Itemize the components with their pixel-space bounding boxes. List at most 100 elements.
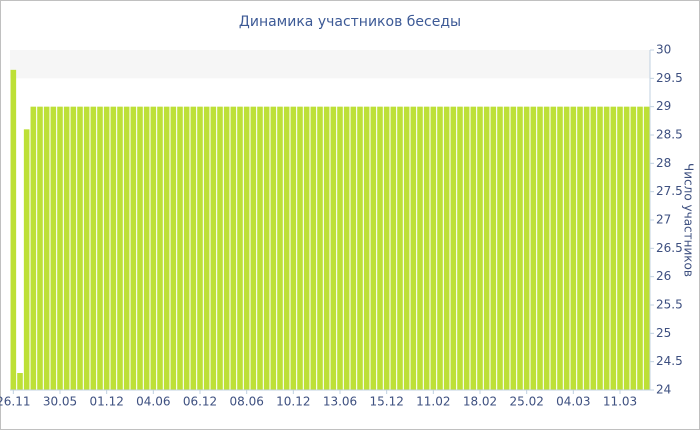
bar <box>550 106 557 391</box>
bar <box>337 106 343 391</box>
bar <box>370 106 377 391</box>
bar <box>403 106 410 391</box>
x-tick-label: 18.02 <box>463 395 497 409</box>
plot-band <box>10 50 650 79</box>
bar <box>170 106 177 391</box>
y-tick-label: 29 <box>656 99 671 113</box>
y-tick-label: 28 <box>656 156 671 170</box>
bar <box>343 106 350 391</box>
bar <box>177 106 183 391</box>
bar <box>537 106 543 391</box>
x-tick-label: 04.06 <box>136 395 170 409</box>
bar <box>110 106 117 391</box>
y-tick-label: 30 <box>656 43 671 57</box>
bar <box>470 106 477 391</box>
bar <box>603 106 610 391</box>
bar <box>117 106 123 391</box>
y-tick-label: 24 <box>656 383 671 397</box>
bar <box>150 106 157 391</box>
bar <box>90 106 97 391</box>
x-tick-label: 01.12 <box>89 395 123 409</box>
bar <box>77 106 83 391</box>
bar <box>243 106 250 391</box>
bar <box>410 106 417 391</box>
bar <box>317 106 323 391</box>
bar <box>203 106 210 391</box>
y-tick-label: 29.5 <box>656 71 683 85</box>
y-tick-label: 25 <box>656 326 671 340</box>
bar <box>570 106 577 391</box>
bar <box>457 106 463 391</box>
bar <box>330 106 337 391</box>
bar <box>143 106 150 391</box>
x-tick-label: 30.05 <box>43 395 77 409</box>
x-tick-label: 25.02 <box>509 395 543 409</box>
bar <box>230 106 237 391</box>
bar <box>443 106 450 391</box>
bar <box>43 106 50 391</box>
bar <box>30 106 37 391</box>
bar <box>283 106 290 391</box>
y-tick-label: 26.5 <box>656 241 683 255</box>
y-tick-label: 26 <box>656 269 671 283</box>
bar <box>477 106 483 391</box>
bar <box>417 106 423 391</box>
bar <box>130 106 137 391</box>
bar <box>483 106 490 391</box>
bar <box>643 106 650 391</box>
bar <box>583 106 590 391</box>
bar <box>490 106 497 391</box>
x-tick-label: 13.06 <box>323 395 357 409</box>
bar <box>423 106 430 391</box>
y-tick-label: 27 <box>656 213 671 227</box>
bar <box>290 106 297 391</box>
bar <box>577 106 583 391</box>
bar <box>190 106 197 391</box>
bar <box>10 69 17 390</box>
bar <box>183 106 190 391</box>
bar <box>17 373 23 390</box>
bar <box>597 106 603 391</box>
bar <box>437 106 443 391</box>
y-tick-label: 28.5 <box>656 128 683 142</box>
bar <box>563 106 570 391</box>
x-tick-label: 15.12 <box>369 395 403 409</box>
x-tick-label: 11.02 <box>416 395 450 409</box>
bar <box>123 106 130 391</box>
bar <box>103 106 110 391</box>
bar <box>57 106 63 391</box>
bar <box>217 106 223 391</box>
bar <box>377 106 383 391</box>
bar <box>430 106 437 391</box>
bar <box>157 106 163 391</box>
bar <box>297 106 303 391</box>
bar <box>530 106 537 391</box>
y-tick-label: 25.5 <box>656 298 683 312</box>
chart-title: Динамика участников беседы <box>239 14 461 30</box>
bar <box>503 106 510 391</box>
bar <box>70 106 77 391</box>
x-tick-label: 26.11 <box>0 395 31 409</box>
bar <box>637 106 643 391</box>
bar <box>270 106 277 391</box>
bar <box>277 106 283 391</box>
bar <box>223 106 230 391</box>
bar <box>630 106 637 391</box>
bar <box>463 106 470 391</box>
x-tick-label: 06.12 <box>183 395 217 409</box>
y-axis-label: Число участников <box>682 163 696 277</box>
bar <box>450 106 457 391</box>
y-tick-label: 27.5 <box>656 184 683 198</box>
bar <box>310 106 317 391</box>
bar <box>197 106 203 391</box>
bar <box>590 106 597 391</box>
bar <box>510 106 517 391</box>
bar <box>357 106 363 391</box>
bar <box>497 106 503 391</box>
bar <box>97 106 103 391</box>
bar <box>257 106 263 391</box>
bar <box>523 106 530 391</box>
bar <box>543 106 550 391</box>
bar <box>397 106 403 391</box>
bar <box>210 106 217 391</box>
